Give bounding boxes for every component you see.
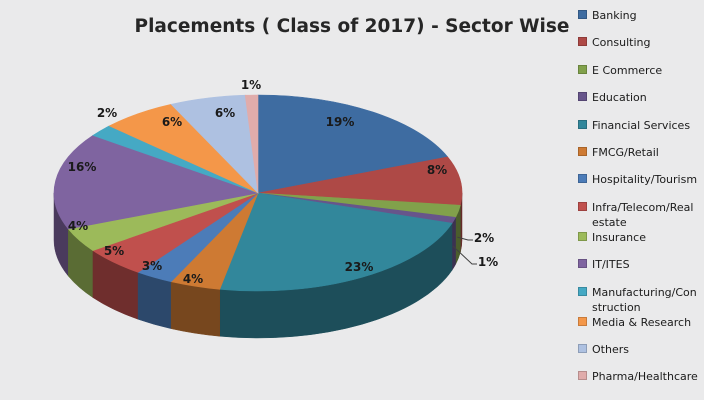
legend-label: Pharma/Healthcare bbox=[592, 370, 698, 384]
legend-item: Infra/Telecom/Real estate bbox=[578, 200, 702, 230]
legend-swatch bbox=[578, 231, 587, 241]
slice-percent-label: 2% bbox=[97, 106, 117, 120]
legend-swatch bbox=[578, 10, 587, 19]
legend-label: Hospitality/Tourism bbox=[592, 173, 698, 187]
slice-percent-label: 5% bbox=[104, 244, 124, 258]
chart-legend: Banking Consulting E Commerce Education Fina… bbox=[578, 8, 702, 397]
slice-percent-label: 16% bbox=[68, 160, 97, 174]
pie-slice bbox=[257, 156, 463, 206]
pie-slice-wall bbox=[451, 217, 456, 272]
chart-title: Placements ( Class of 2017) - Sector Wis… bbox=[134, 16, 570, 37]
legend-item: Banking bbox=[578, 8, 702, 35]
legend-item: Financial Services bbox=[578, 118, 702, 145]
legend-label: Media & Research bbox=[592, 315, 692, 329]
legend-swatch bbox=[578, 259, 587, 269]
legend-item: FMCG/Retail bbox=[578, 145, 702, 172]
leader-line bbox=[457, 236, 473, 241]
pie-slice-wall bbox=[170, 281, 221, 337]
legend-item: Pharma/Healthcare bbox=[578, 369, 702, 396]
legend-swatch bbox=[578, 343, 587, 353]
slice-percent-label: 3% bbox=[142, 259, 162, 273]
legend-label: Insurance bbox=[592, 230, 646, 244]
legend-swatch bbox=[578, 174, 587, 184]
legend-swatch bbox=[578, 92, 587, 102]
legend-swatch bbox=[578, 119, 587, 129]
pie-slice bbox=[219, 192, 453, 292]
legend-swatch bbox=[578, 286, 587, 296]
legend-label: IT/ITES bbox=[592, 258, 630, 272]
pie-chart: 19% 8% 2% 1% 23% 4% 3% 5% 4% 16% 2% 6% 6% 1% bbox=[53, 78, 498, 339]
legend-item: Consulting bbox=[578, 35, 702, 62]
legend-label: E Commerce bbox=[592, 63, 663, 77]
legend-label: Banking bbox=[592, 9, 637, 22]
slice-percent-label: 4% bbox=[68, 219, 88, 233]
slice-percent-label: 4% bbox=[183, 272, 203, 286]
legend-item: Manufacturing/Construction bbox=[578, 285, 702, 315]
legend-label: Education bbox=[592, 91, 647, 105]
slice-percent-label: 2% bbox=[474, 231, 494, 245]
legend-item: IT/ITES bbox=[578, 257, 702, 284]
legend-item: Education bbox=[578, 90, 702, 117]
legend-item: Hospitality/Tourism bbox=[578, 172, 702, 199]
slice-percent-label: 1% bbox=[478, 255, 498, 269]
legend-label: Manufacturing/Construction bbox=[592, 285, 697, 314]
pie-slice bbox=[244, 94, 259, 194]
slice-percent-label: 23% bbox=[345, 260, 374, 274]
legend-swatch bbox=[578, 371, 587, 381]
legend-swatch bbox=[578, 37, 587, 47]
pie-slice bbox=[257, 94, 449, 194]
legend-label: Others bbox=[592, 342, 629, 356]
slice-percent-label: 1% bbox=[241, 78, 261, 92]
legend-item: Insurance bbox=[578, 230, 702, 257]
legend-item: Others bbox=[578, 342, 702, 369]
slice-percent-label: 6% bbox=[215, 106, 235, 120]
slice-percent-label: 19% bbox=[326, 115, 355, 129]
slice-percent-label: 8% bbox=[427, 163, 447, 177]
legend-swatch bbox=[578, 201, 587, 211]
slice-percent-label: 6% bbox=[162, 115, 182, 129]
leader-line bbox=[452, 245, 477, 265]
legend-swatch bbox=[578, 146, 587, 156]
pie-slice bbox=[53, 135, 260, 230]
legend-item: Media & Research bbox=[578, 315, 702, 342]
legend-label: Infra/Telecom/Real estate bbox=[592, 200, 694, 229]
legend-label: Financial Services bbox=[592, 118, 691, 132]
legend-swatch bbox=[578, 316, 587, 326]
legend-item: E Commerce bbox=[578, 63, 702, 90]
legend-label: Consulting bbox=[592, 36, 651, 50]
legend-label: FMCG/Retail bbox=[592, 145, 659, 159]
legend-swatch bbox=[578, 64, 587, 74]
